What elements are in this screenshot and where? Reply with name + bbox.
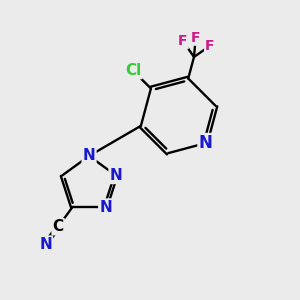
- Text: N: N: [83, 148, 95, 164]
- Text: F: F: [191, 31, 200, 45]
- Text: C: C: [52, 219, 64, 234]
- Text: F: F: [205, 39, 214, 53]
- Text: Cl: Cl: [125, 63, 141, 78]
- Text: N: N: [39, 237, 52, 252]
- Text: F: F: [178, 34, 188, 48]
- Text: N: N: [199, 134, 212, 152]
- Text: N: N: [110, 168, 122, 183]
- Text: N: N: [99, 200, 112, 214]
